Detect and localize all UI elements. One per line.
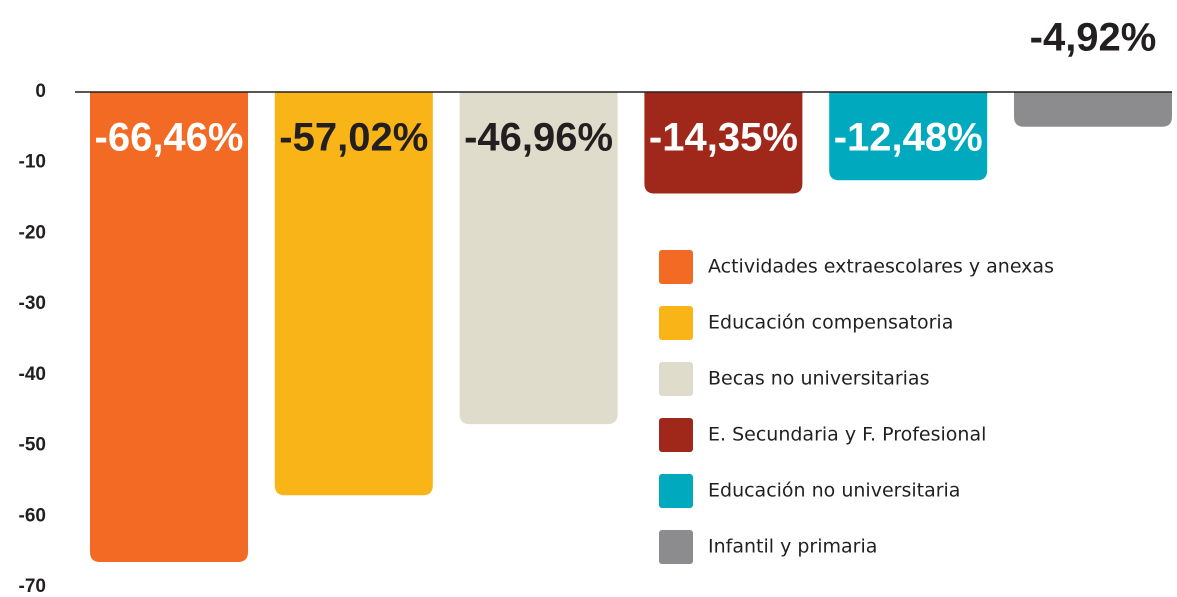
y-tick-label: -70 [19, 576, 46, 597]
bar [644, 92, 803, 194]
y-tick-label: -30 [19, 293, 46, 314]
legend-swatch [659, 474, 693, 508]
legend-label: Educación compensatoria [708, 312, 953, 334]
legend-swatch [659, 418, 693, 452]
legend-label: Infantil y primaria [708, 536, 877, 558]
y-tick-label: 0 [35, 81, 46, 102]
bar [459, 92, 618, 425]
legend-label: E. Secundaria y F. Profesional [708, 424, 986, 446]
legend-swatch [659, 250, 693, 284]
y-tick-label: -50 [19, 435, 46, 456]
value-label: -12,48% [834, 116, 983, 160]
legend-label: Educación no universitaria [708, 480, 960, 502]
bar [274, 92, 433, 496]
legend-swatch [659, 306, 693, 340]
y-tick-label: -20 [19, 222, 46, 243]
legend-swatch [659, 530, 693, 564]
bar [90, 92, 248, 562]
value-label: -46,96% [464, 116, 613, 160]
value-label: -14,35% [649, 116, 798, 160]
value-label: -66,46% [95, 116, 244, 160]
y-tick-label: -10 [19, 152, 46, 173]
value-label: -4,92% [1030, 16, 1157, 60]
bar [1014, 92, 1172, 127]
legend-label: Actividades extraescolares y anexas [708, 256, 1054, 278]
legend-label: Becas no universitarias [708, 368, 929, 390]
y-tick-label: -60 [19, 505, 46, 526]
value-label: -57,02% [279, 116, 428, 160]
y-tick-label: -40 [19, 364, 46, 385]
bar [829, 92, 988, 181]
legend-swatch [659, 362, 693, 396]
